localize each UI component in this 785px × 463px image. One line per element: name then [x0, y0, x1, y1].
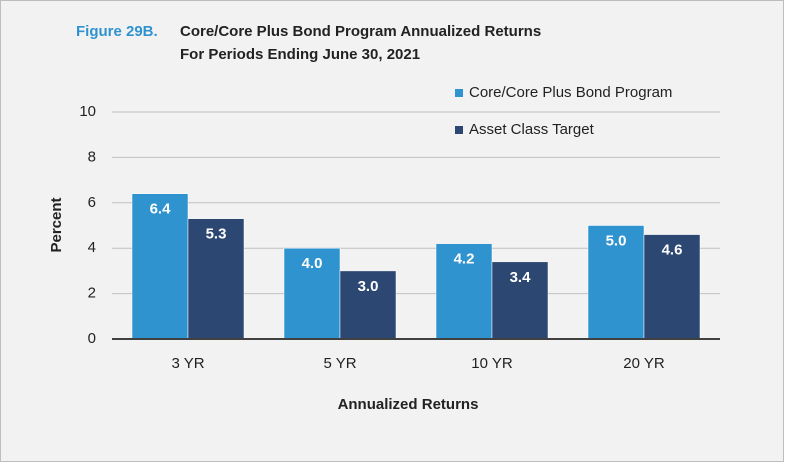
y-tick-label: 10	[79, 103, 96, 120]
bar	[491, 261, 549, 340]
figure-label: Figure 29B.	[76, 23, 158, 40]
value-label: 4.0	[302, 255, 323, 272]
chart-title: Core/Core Plus Bond Program Annualized R…	[180, 23, 541, 40]
legend-swatch	[455, 89, 463, 97]
bar	[587, 225, 645, 340]
x-tick-label: 5 YR	[323, 355, 356, 372]
y-axis-label: Percent	[48, 197, 65, 252]
chart-subtitle: For Periods Ending June 30, 2021	[180, 46, 420, 63]
value-label: 3.4	[510, 269, 532, 286]
x-axis-label: Annualized Returns	[338, 396, 479, 413]
value-label: 5.0	[606, 232, 627, 249]
bar	[187, 218, 245, 340]
value-label: 3.0	[358, 278, 379, 295]
x-tick-label: 3 YR	[171, 355, 204, 372]
bar	[339, 270, 397, 340]
value-label: 4.6	[662, 242, 683, 259]
y-tick-label: 8	[88, 148, 96, 165]
legend-label: Core/Core Plus Bond Program	[469, 84, 672, 101]
y-tick-label: 6	[88, 194, 96, 211]
bar	[643, 234, 701, 340]
y-tick-label: 4	[88, 239, 96, 256]
legend-label: Asset Class Target	[469, 121, 595, 138]
value-label: 4.2	[454, 251, 475, 268]
y-tick-label: 0	[88, 330, 96, 347]
x-tick-label: 10 YR	[471, 355, 513, 372]
legend-swatch	[455, 126, 463, 134]
y-tick-label: 2	[88, 285, 96, 302]
bar	[283, 247, 341, 340]
value-label: 5.3	[206, 226, 227, 243]
value-label: 6.4	[150, 201, 172, 218]
x-tick-label: 20 YR	[623, 355, 665, 372]
bar	[435, 243, 493, 340]
